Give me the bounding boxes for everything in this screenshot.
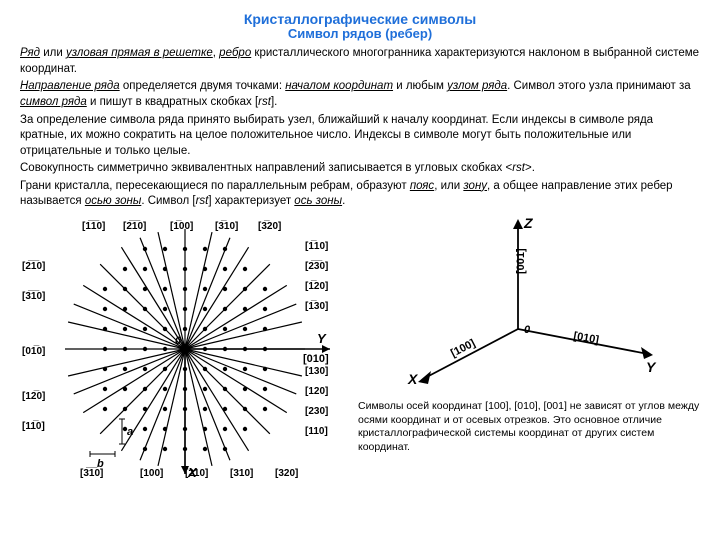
term-row: Ряд <box>20 47 40 59</box>
svg-text:[320]: [320] <box>275 468 298 479</box>
svg-text:Y: Y <box>317 331 327 346</box>
figure-caption: Символы осей координат [100], [010], [00… <box>358 400 700 455</box>
svg-text:[3̅10]: [3̅10] <box>215 220 238 232</box>
svg-text:[100]: [100] <box>449 337 478 360</box>
svg-text:Z: Z <box>523 215 533 231</box>
svg-text:[01̅0]: [01̅0] <box>22 345 45 357</box>
heading-sub: Символ рядов (ребер) <box>20 25 700 43</box>
term-edge: ребро <box>219 47 251 59</box>
svg-text:[310]: [310] <box>230 468 253 479</box>
svg-text:[010]: [010] <box>572 330 600 346</box>
svg-text:[010]: [010] <box>303 353 329 365</box>
term-line: узловая прямая в решетке <box>66 47 213 59</box>
svg-text:[1̅10]: [1̅10] <box>305 240 328 252</box>
svg-text:[3̅20]: [3̅20] <box>258 220 281 232</box>
figure-lattice-directions: 0XY[010]ab[1̅1̅0][2̅1̅0][1̅00][3̅10][3̅2… <box>20 214 350 490</box>
figure-axes-3d: Z Y X 0 [001] [010] [100] <box>358 214 700 395</box>
svg-text:[12̅0]: [12̅0] <box>22 390 45 402</box>
svg-text:a: a <box>127 426 133 438</box>
svg-text:[1̅30]: [1̅30] <box>305 300 328 312</box>
svg-text:[230]: [230] <box>305 406 328 417</box>
svg-text:[11̅0]: [11̅0] <box>22 420 45 432</box>
svg-text:[110]: [110] <box>305 426 328 437</box>
svg-text:0: 0 <box>175 335 182 347</box>
svg-text:[2̅3̅0]: [2̅3̅0] <box>305 260 328 272</box>
svg-text:[1̅1̅0]: [1̅1̅0] <box>82 220 105 232</box>
svg-text:[1̅00]: [1̅00] <box>170 220 193 232</box>
svg-text:[130]: [130] <box>305 366 328 377</box>
term-direction: Направление ряда <box>20 80 120 92</box>
svg-text:X: X <box>407 371 419 387</box>
svg-text:[120]: [120] <box>305 386 328 397</box>
body-text: Ряд или узловая прямая в решетке, ребро … <box>20 46 700 209</box>
svg-text:[3̅1̅0]: [3̅1̅0] <box>22 290 45 302</box>
svg-text:[1̅20]: [1̅20] <box>305 280 328 292</box>
svg-text:[001]: [001] <box>515 248 527 274</box>
svg-text:0: 0 <box>524 324 531 336</box>
svg-text:[210]: [210] <box>185 468 208 479</box>
svg-text:[2̅1̅0]: [2̅1̅0] <box>22 260 45 272</box>
svg-text:[3̅1̅0]: [3̅1̅0] <box>80 467 103 479</box>
svg-text:Y: Y <box>646 359 657 375</box>
svg-text:[2̅1̅0]: [2̅1̅0] <box>123 220 146 232</box>
svg-text:[100]: [100] <box>140 468 163 479</box>
